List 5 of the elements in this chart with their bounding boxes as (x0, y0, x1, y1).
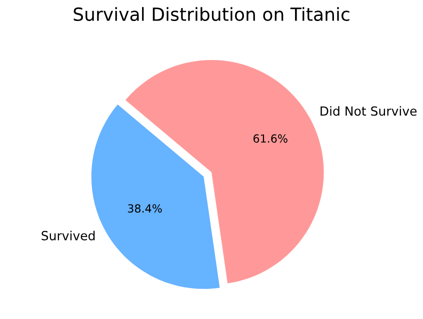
chart-title: Survival Distribution on Titanic (74, 7, 350, 22)
slice-label: Did Not Survive (320, 106, 417, 116)
data-label: 38.4% (128, 204, 162, 213)
data-label: 61.6% (253, 134, 288, 143)
slice-label: Survived (42, 230, 95, 240)
